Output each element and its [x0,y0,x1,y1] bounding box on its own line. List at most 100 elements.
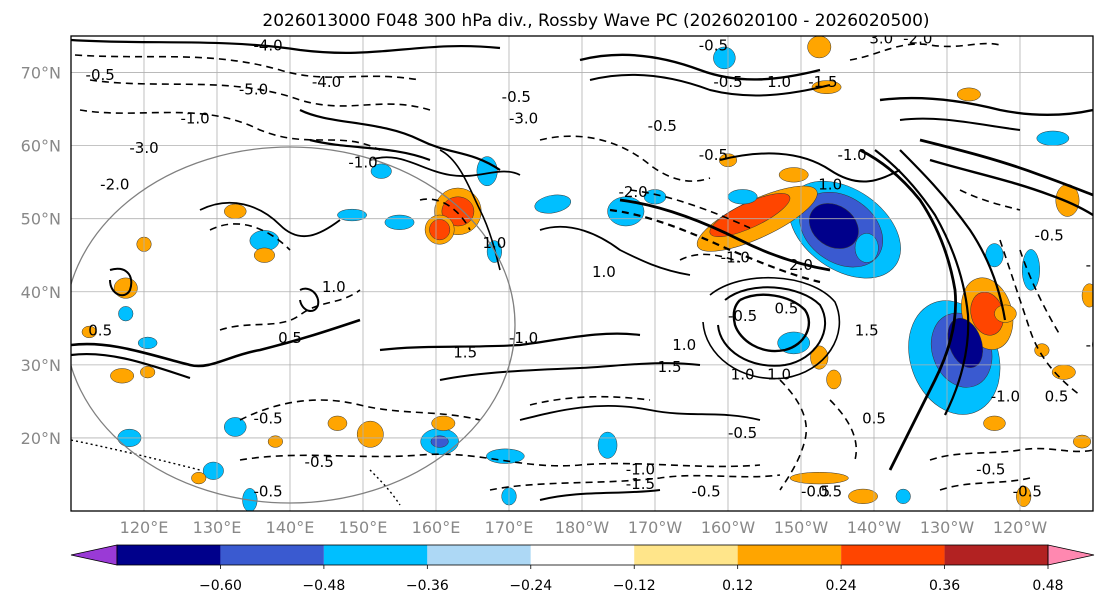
graticule [71,36,1093,511]
shaded-region [327,415,348,431]
contour-label: -0.5 [728,424,757,442]
contour-label: -1.0 [509,329,538,347]
contour-label: 3.0 [869,29,893,47]
contour-label: -2.0 [618,183,647,201]
contour-label: -2.0 [903,29,932,47]
contour-label: -0.5 [502,88,531,106]
contour-label: 1.5 [855,322,879,340]
lon-tick-label: 120°E [120,518,169,537]
latitude-axis: 70°N 60°N 50°N 40°N 30°N 20°N [21,64,61,448]
colorbar-segment [323,545,428,565]
shaded-region [777,331,811,355]
colorbar-segment [530,545,635,565]
shaded-region [431,415,456,431]
contour-label: -0.5 [691,482,720,500]
shaded-region [430,435,449,448]
colorbar-tick-label: −0.60 [199,578,242,594]
shaded-region [994,304,1017,323]
map-title: 2026013000 F048 300 hPa div., Rossby Wav… [262,11,929,31]
contour-label: -0.5 [1086,336,1105,354]
colorbar-tick-label: 0.12 [722,578,753,594]
shaded-region [778,167,809,183]
contour-label: -0.5 [699,37,728,55]
shaded-region [1021,249,1040,291]
contour-label: -3.0 [129,139,158,157]
contour-lines [71,38,1093,506]
contour-label: -1.5 [808,73,837,91]
shaded-region [597,431,618,459]
contour-label: -0.5 [801,482,830,500]
map-frame [70,35,1094,512]
shaded-divergence-layer [81,36,1093,511]
lat-tick-label: 70°N [21,64,61,83]
shaded-region [809,203,859,249]
lon-tick-label: 150°E [339,518,388,537]
lat-tick-label: 20°N [21,429,61,448]
contour-label: -1.0 [348,154,377,172]
lat-tick-label: 40°N [21,283,61,302]
shaded-region [713,46,736,70]
contour-label: -0.5 [1013,482,1042,500]
shaded-region [81,325,97,339]
longitude-axis: 120°E 130°E 140°E 150°E 160°E 170°E 180°W 170°W… [120,518,1048,537]
colorbar-extend-min [70,544,118,566]
map-area: -4.0-5.0 -4.0-0.5-1.0-2.0-3.0-1.0-0.5-3.0… [71,29,1105,511]
shaded-region [224,417,247,437]
contour-label: 0.5 [1045,387,1069,405]
contour-label: 1.0 [767,365,791,383]
shaded-region [895,488,911,504]
contour-label: 2.0 [789,256,813,274]
colorbar: −0.60 −0.48 −0.36 −0.24 −0.12 0.12 0.24 0.36 0.4… [70,544,1095,594]
lat-tick-label: 60°N [21,137,61,156]
colorbar-tick-label: −0.36 [406,578,449,594]
lat-tick-label: 30°N [21,356,61,375]
shaded-region [727,189,758,205]
contour-label: -1.0 [626,460,655,478]
shaded-region [137,336,158,350]
contour-label: -4.0 [253,37,282,55]
shaded-region [384,214,415,230]
colorbar-segment [737,545,842,565]
colorbar-tick-label: −0.48 [302,578,345,594]
shaded-region [811,80,842,94]
lon-tick-label: 160°E [412,518,461,537]
contour-label: 1.0 [767,73,791,91]
lon-tick-label: 170°W [628,518,683,537]
contour-label: -0.5 [253,482,282,500]
contour-label: -1.0 [837,146,866,164]
lon-tick-label: 160°W [701,518,756,537]
lon-tick-label: 170°E [485,518,534,537]
contour-label: 0.5 [818,482,842,500]
shaded-region [191,472,207,485]
colorbar-tick-label: −0.24 [509,578,552,594]
contour-label: 1.0 [818,175,842,193]
lon-tick-label: 150°W [774,518,829,537]
colorbar-segment [841,545,945,565]
contour-label: -1.0 [991,387,1020,405]
contour-label: -1.0 [721,249,750,267]
shaded-region [983,415,1006,431]
colorbar-segment [117,545,221,565]
lon-tick-label: 140°W [847,518,902,537]
contour-label: -3.0 [509,110,538,128]
contour-label: -1.0 [1086,256,1105,274]
range-ring [71,146,516,504]
colorbar-segment [220,545,324,565]
shaded-region [253,247,275,263]
shaded-region [848,488,878,504]
contour-label: -0.5 [86,66,115,84]
colorbar-segment [944,545,1048,565]
contour-labels: -4.0-5.0 -4.0-0.5-1.0-2.0-3.0-1.0-0.5-3.0… [86,29,1105,500]
lon-tick-label: 180°W [555,518,610,537]
contour-label: 0.5 [774,300,798,318]
contour-label: 0.5 [88,322,112,340]
lon-tick-label: 140°E [266,518,315,537]
shaded-region [429,219,451,241]
lon-tick-label: 130°W [920,518,975,537]
contour-label: -0.5 [699,146,728,164]
shaded-region [267,435,283,448]
contour-label: -1.0 [180,110,209,128]
shaded-region [476,156,498,187]
contour-label: 0.5 [278,329,302,347]
shaded-region [1073,434,1092,449]
